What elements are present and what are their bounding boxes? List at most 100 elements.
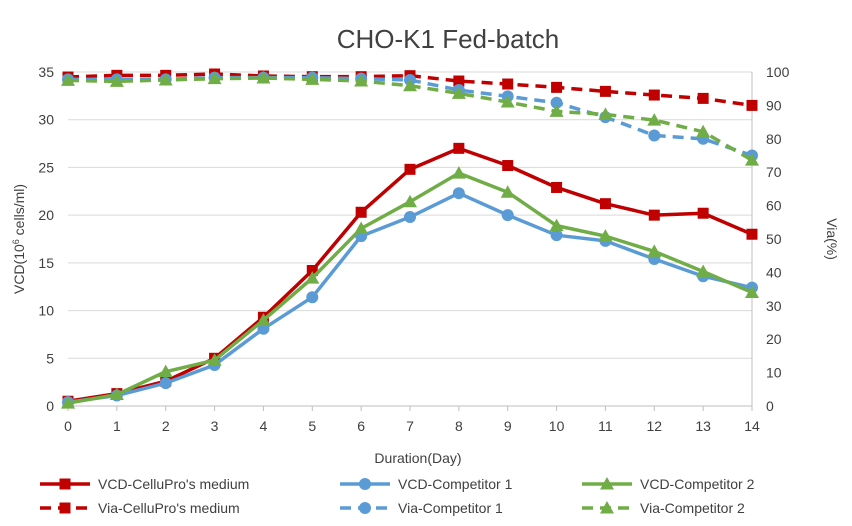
- x-tick-label: 13: [695, 418, 711, 434]
- x-tick-label: 5: [308, 418, 316, 434]
- legend-item: Via-Competitor 1: [340, 500, 503, 516]
- y-right-tick-label: 60: [766, 198, 782, 214]
- legend-label: Via-CelluPro's medium: [98, 500, 240, 516]
- legend-marker: [600, 501, 614, 514]
- data-point: [500, 185, 515, 198]
- y-left-tick-label: 25: [38, 159, 54, 175]
- legend-marker: [59, 502, 71, 514]
- legend-label: Via-Competitor 1: [398, 500, 503, 516]
- legend-item: Via-Competitor 2: [582, 500, 745, 516]
- y-axis-left-title: VCD(106 cells/ml): [11, 184, 27, 294]
- data-point: [355, 206, 367, 218]
- y-left-tick-label: 10: [38, 303, 54, 319]
- x-tick-label: 9: [504, 418, 512, 434]
- y-right-tick-label: 30: [766, 298, 782, 314]
- data-point: [598, 229, 613, 242]
- data-point: [551, 81, 563, 93]
- data-point: [648, 209, 660, 221]
- legend-label: VCD-Competitor 1: [398, 476, 513, 492]
- series-line: [67, 171, 753, 405]
- data-point: [306, 264, 318, 276]
- data-point: [207, 353, 222, 366]
- data-point: [61, 73, 75, 86]
- y-axis-left-title-sup: 6: [11, 239, 21, 244]
- y-left-tick-label: 35: [38, 64, 54, 80]
- x-tick-label: 6: [357, 418, 365, 434]
- data-point: [403, 194, 417, 208]
- legend-label: VCD-Competitor 2: [640, 476, 755, 492]
- x-tick-label: 10: [549, 418, 565, 434]
- legend: VCD-CelluPro's medium VCD-Competitor 1 VCD…: [40, 476, 755, 516]
- data-point: [599, 85, 611, 97]
- y-right-tick-label: 0: [766, 398, 774, 414]
- data-point: [746, 99, 758, 111]
- data-point: [256, 313, 271, 326]
- data-point: [502, 160, 514, 172]
- y-left-tick-label: 0: [46, 398, 54, 414]
- data-point: [696, 264, 711, 277]
- data-point: [502, 78, 514, 90]
- data-point: [647, 113, 662, 126]
- x-tick-label: 1: [113, 418, 121, 434]
- data-point: [745, 153, 759, 166]
- x-tick-label: 2: [162, 418, 170, 434]
- x-tick-label: 11: [598, 418, 613, 434]
- data-point: [207, 71, 222, 85]
- y-right-tick-label: 10: [766, 365, 782, 381]
- x-tick-label: 14: [744, 418, 760, 434]
- data-point: [697, 207, 709, 219]
- data-point: [256, 71, 271, 84]
- x-tick-label: 4: [260, 418, 268, 434]
- legend-marker: [59, 478, 71, 490]
- data-point: [551, 181, 563, 193]
- legend-marker: [359, 478, 371, 490]
- y-left-tick-label: 20: [38, 207, 54, 223]
- data-point: [451, 86, 466, 99]
- legend-label: VCD-CelluPro's medium: [98, 476, 249, 492]
- y-right-tick-label: 90: [766, 97, 782, 113]
- series-via-competitor-2: [61, 71, 759, 166]
- data-point: [745, 285, 759, 298]
- x-tick-label: 3: [211, 418, 219, 434]
- data-point: [452, 187, 465, 200]
- data-point: [403, 78, 417, 92]
- legend-marker: [600, 477, 614, 490]
- data-point: [404, 163, 416, 175]
- data-point: [305, 271, 320, 284]
- data-point: [501, 209, 514, 222]
- legend-item: VCD-Competitor 2: [582, 476, 755, 492]
- series-layer: [61, 68, 759, 409]
- legend-item: VCD-CelluPro's medium: [40, 476, 249, 492]
- data-point: [696, 124, 711, 138]
- x-tick-label: 0: [64, 418, 72, 434]
- data-point: [550, 96, 563, 109]
- x-tick-label: 12: [646, 418, 662, 434]
- series-vcd-competitor-2: [61, 166, 759, 409]
- chart-title: CHO-K1 Fed-batch: [337, 24, 560, 54]
- x-tick-label: 8: [455, 418, 463, 434]
- data-point: [305, 72, 320, 85]
- y-axis-left-title-suffix: cells/ml): [11, 184, 27, 239]
- data-point: [257, 322, 270, 335]
- legend-label: Via-Competitor 2: [640, 500, 745, 516]
- series-line: [67, 146, 753, 403]
- y-right-tick-label: 100: [766, 64, 790, 80]
- data-point: [451, 166, 466, 179]
- data-point: [158, 364, 173, 378]
- y-axis-right-title: Via(%): [824, 218, 840, 260]
- data-point: [453, 75, 465, 87]
- data-point: [159, 377, 172, 390]
- data-point: [354, 74, 369, 87]
- data-point: [549, 104, 564, 117]
- y-left-tick-label: 30: [38, 112, 54, 128]
- data-point: [453, 142, 465, 154]
- y-axis-left-title-main: VCD(10: [11, 244, 27, 294]
- data-point: [648, 89, 660, 101]
- data-point: [697, 92, 709, 104]
- y-right-tick-label: 50: [766, 231, 782, 247]
- data-point: [599, 198, 611, 210]
- data-point: [354, 221, 369, 235]
- data-point: [158, 73, 173, 86]
